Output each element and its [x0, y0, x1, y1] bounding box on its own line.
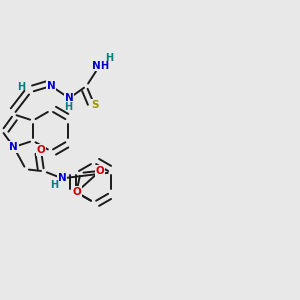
Text: N: N	[92, 61, 100, 71]
Text: H: H	[17, 82, 26, 92]
Text: H: H	[100, 61, 108, 71]
Text: H: H	[105, 52, 113, 63]
Text: S: S	[91, 100, 98, 110]
Text: O: O	[96, 166, 105, 176]
Text: O: O	[72, 187, 81, 197]
Text: H: H	[64, 102, 72, 112]
Text: N: N	[9, 142, 18, 152]
Text: N: N	[47, 81, 56, 91]
Text: N: N	[65, 93, 74, 103]
Text: H: H	[50, 180, 58, 190]
Text: N: N	[58, 173, 67, 183]
Text: O: O	[37, 145, 45, 155]
